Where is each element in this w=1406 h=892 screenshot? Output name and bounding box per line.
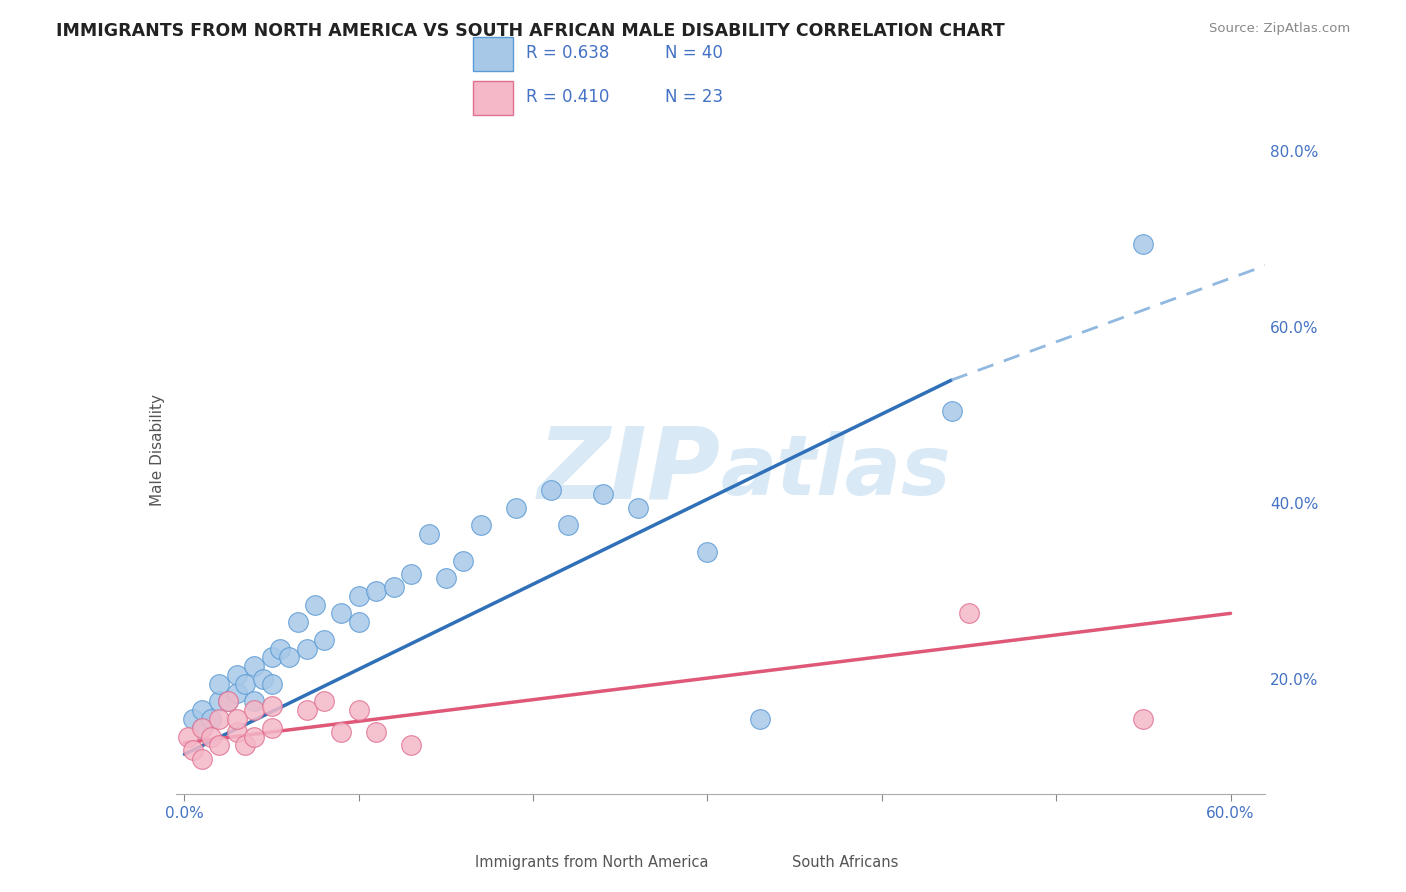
Point (225, 725, 247, 739)
Point (191, 752, 214, 766)
Y-axis label: Male Disability: Male Disability (149, 394, 165, 507)
Point (252, 673, 274, 687)
Point (366, 725, 388, 739)
Text: Source: ZipAtlas.com: Source: ZipAtlas.com (1209, 22, 1350, 36)
Point (177, 730, 200, 744)
Point (243, 703, 266, 717)
Point (225, 685, 247, 699)
Text: N = 40: N = 40 (665, 45, 723, 62)
Point (269, 641, 291, 656)
Point (347, 703, 370, 717)
Point (330, 725, 353, 739)
Point (696, 545, 718, 559)
Text: ZIP: ZIP (537, 423, 721, 519)
Point (200, 730, 222, 744)
Point (295, 641, 318, 656)
Point (434, 571, 457, 585)
Point (347, 615, 370, 630)
Point (191, 721, 214, 735)
Point (208, 694, 231, 708)
Point (260, 650, 283, 665)
Point (366, 584, 388, 599)
Point (191, 703, 214, 717)
Point (957, 607, 980, 621)
Point (260, 677, 283, 691)
Point (1132, 236, 1154, 251)
Point (941, 404, 963, 418)
Point (260, 698, 283, 713)
Point (235, 677, 257, 691)
Point (208, 677, 231, 691)
Text: N = 23: N = 23 (665, 88, 723, 106)
Point (208, 712, 231, 726)
Point (225, 668, 247, 682)
Point (453, 553, 475, 567)
Point (1132, 712, 1154, 726)
Point (592, 487, 614, 501)
Point (557, 518, 579, 533)
Point (399, 566, 422, 581)
Text: R = 0.638: R = 0.638 (526, 45, 609, 62)
Point (225, 712, 247, 726)
Point (470, 518, 492, 533)
Point (200, 712, 222, 726)
Point (382, 580, 405, 594)
Text: R = 0.410: R = 0.410 (526, 88, 609, 106)
Point (418, 527, 440, 541)
Bar (474, 81, 513, 115)
Text: South Africans: South Africans (792, 855, 898, 870)
Text: atlas: atlas (721, 431, 952, 512)
Point (243, 730, 266, 744)
Point (304, 598, 326, 612)
Point (627, 500, 650, 515)
Point (330, 607, 353, 621)
Point (295, 703, 318, 717)
Point (312, 694, 335, 708)
Point (347, 589, 370, 603)
Point (217, 694, 239, 708)
Point (312, 632, 335, 647)
Bar (474, 37, 513, 71)
Point (748, 712, 770, 726)
Point (260, 721, 283, 735)
Point (399, 739, 422, 753)
Point (287, 615, 309, 630)
Text: IMMIGRANTS FROM NORTH AMERICA VS SOUTH AFRICAN MALE DISABILITY CORRELATION CHART: IMMIGRANTS FROM NORTH AMERICA VS SOUTH A… (56, 22, 1005, 40)
Point (181, 743, 204, 757)
Point (191, 721, 214, 735)
Point (243, 659, 266, 673)
Point (217, 694, 239, 708)
Point (208, 739, 231, 753)
Point (181, 712, 204, 726)
Text: Immigrants from North America: Immigrants from North America (475, 855, 709, 870)
Point (243, 694, 266, 708)
Point (278, 650, 301, 665)
Point (540, 483, 562, 497)
Point (505, 500, 527, 515)
Point (235, 739, 257, 753)
